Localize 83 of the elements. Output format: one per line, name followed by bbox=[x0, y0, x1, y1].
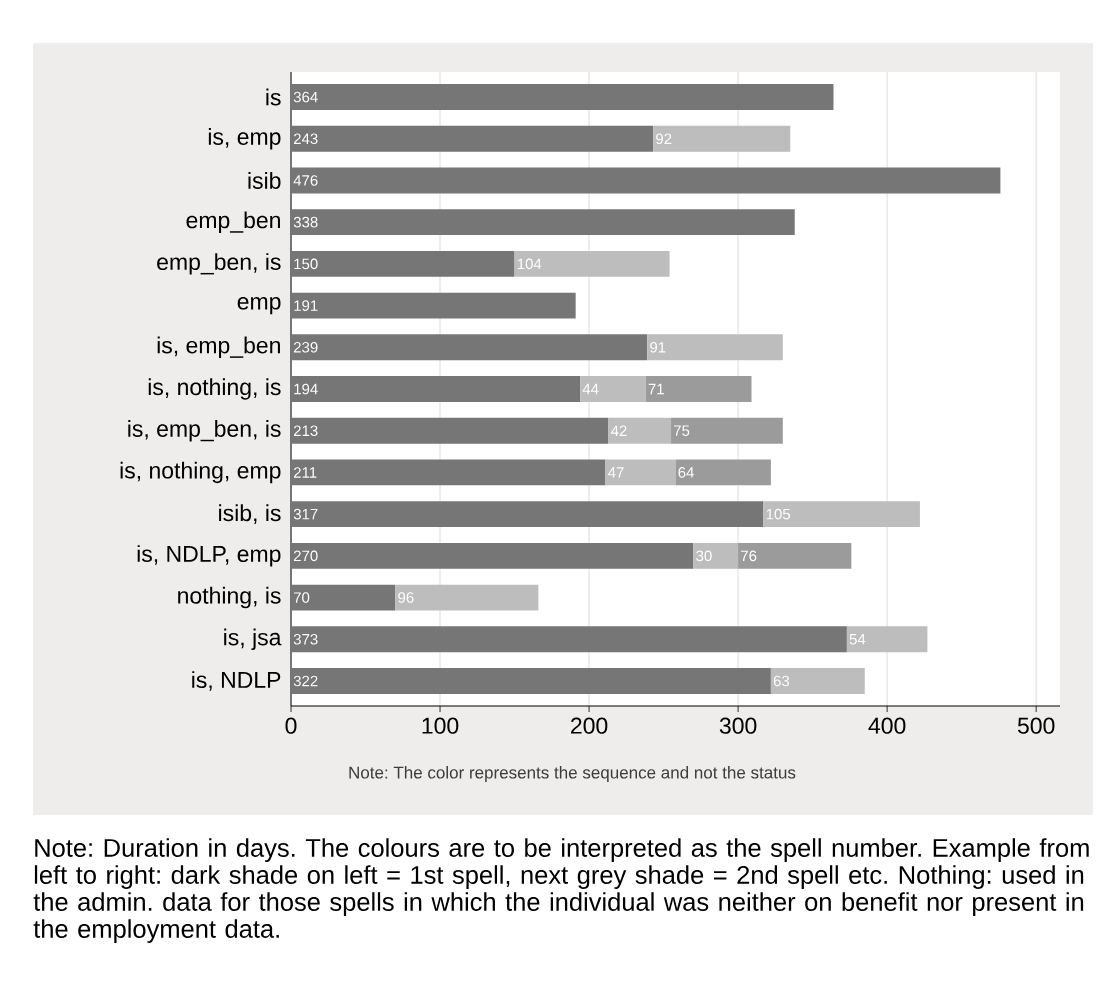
x-tick-label: 300 bbox=[719, 717, 757, 734]
data-label: 270 bbox=[293, 550, 318, 562]
bar bbox=[770, 668, 865, 694]
data-label: 373 bbox=[293, 633, 318, 645]
data-label: 211 bbox=[293, 467, 317, 478]
bar bbox=[291, 459, 606, 486]
bar bbox=[846, 626, 928, 653]
y-tick-label: is, emp_ben, is bbox=[128, 420, 281, 442]
y-tick-label: emp bbox=[237, 297, 281, 315]
data-label: 191 bbox=[294, 300, 318, 311]
x-tick-label: 400 bbox=[868, 717, 906, 734]
data-label: 338 bbox=[293, 216, 318, 228]
text: Note: The color represents the sequence and not the status bbox=[349, 766, 796, 782]
y-tick-label: is, emp bbox=[208, 128, 281, 150]
bar bbox=[291, 334, 648, 361]
y-tick-label: is, nothing, is bbox=[148, 378, 281, 400]
y-tick-label: isib, is bbox=[219, 504, 281, 524]
bar bbox=[738, 542, 852, 569]
y-tick-label: is, nothing, emp bbox=[120, 461, 281, 484]
bar bbox=[291, 542, 694, 569]
bar bbox=[291, 501, 764, 528]
y-tick-label: is, NDLP bbox=[192, 671, 281, 691]
data-label: 54 bbox=[849, 634, 866, 645]
data-label: 92 bbox=[656, 133, 672, 145]
bar bbox=[763, 501, 920, 528]
bar bbox=[291, 417, 609, 444]
data-label: 30 bbox=[696, 550, 712, 562]
bar bbox=[291, 125, 654, 152]
y-tick-label: is, emp_ben bbox=[157, 336, 280, 359]
bar bbox=[291, 292, 576, 319]
y-tick-label: is, jsa bbox=[224, 628, 282, 650]
bar bbox=[291, 668, 771, 694]
y-tick-label: nothing, is bbox=[178, 586, 281, 609]
data-label: 194 bbox=[294, 383, 318, 395]
y-tick-label: is bbox=[266, 88, 281, 106]
y-tick-label: emp_ben, is bbox=[157, 253, 281, 275]
bar bbox=[675, 459, 771, 486]
data-label: 47 bbox=[608, 467, 624, 478]
bar bbox=[608, 417, 672, 444]
bar bbox=[580, 376, 646, 402]
data-label: 243 bbox=[293, 133, 318, 145]
data-label: 71 bbox=[648, 383, 664, 395]
data-label: 76 bbox=[741, 550, 757, 562]
x-tick-label: 500 bbox=[1017, 717, 1055, 734]
y-tick-label: emp_ben bbox=[186, 211, 280, 233]
data-label: 104 bbox=[517, 258, 542, 270]
y-tick-label: is, NDLP, emp bbox=[137, 545, 281, 567]
text: Note: Duration in days. The colours are to be interpreted as the spell number. Example from left to right: dark shade on left = 1st spell, next grey shade = 2nd spell etc. Nothing: used in the admin. data for those spells in which the individual was neither on benefit nor present in the employment data. bbox=[33, 838, 1089, 943]
data-label: 239 bbox=[293, 341, 318, 353]
y-tick-label: isib bbox=[248, 172, 281, 189]
bar bbox=[291, 209, 795, 236]
data-label: 91 bbox=[650, 341, 666, 353]
bar bbox=[671, 417, 783, 444]
data-label: 213 bbox=[293, 425, 318, 437]
data-label: 96 bbox=[398, 592, 414, 603]
bar bbox=[291, 376, 581, 402]
bar bbox=[647, 334, 783, 361]
data-label: 63 bbox=[773, 675, 790, 687]
data-label: 150 bbox=[294, 258, 318, 270]
data-label: 42 bbox=[610, 425, 627, 436]
x-tick-label: 100 bbox=[422, 717, 459, 734]
bar bbox=[291, 584, 396, 611]
bar bbox=[291, 626, 847, 653]
data-label: 64 bbox=[678, 467, 694, 478]
data-label: 44 bbox=[582, 383, 599, 395]
bar bbox=[395, 584, 539, 611]
data-label: 476 bbox=[293, 175, 318, 186]
bar bbox=[514, 250, 670, 277]
data-label: 75 bbox=[674, 425, 690, 436]
data-label: 70 bbox=[293, 592, 310, 603]
bar bbox=[605, 459, 676, 486]
bar bbox=[653, 125, 791, 152]
data-label: 105 bbox=[766, 508, 791, 520]
bar bbox=[291, 167, 1001, 194]
bar bbox=[693, 542, 739, 569]
data-label: 322 bbox=[293, 675, 318, 687]
bar bbox=[291, 250, 515, 277]
x-tick-label: 0 bbox=[285, 717, 297, 734]
data-label: 317 bbox=[293, 508, 318, 520]
x-tick-label: 200 bbox=[571, 717, 608, 734]
data-label: 364 bbox=[293, 91, 318, 103]
bar bbox=[645, 376, 752, 402]
bar bbox=[291, 84, 834, 110]
